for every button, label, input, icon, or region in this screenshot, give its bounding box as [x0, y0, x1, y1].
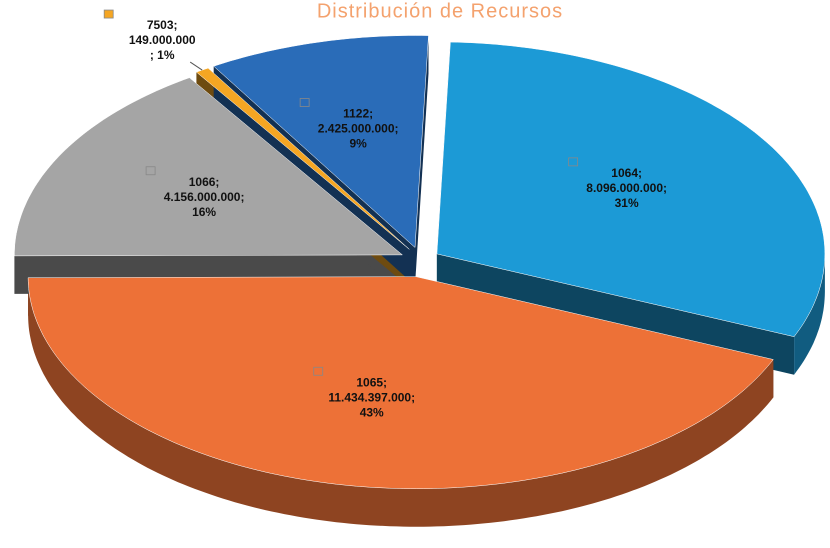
label-key	[103, 9, 114, 19]
data-label: 1065;	[356, 375, 387, 389]
data-label: 4.156.000.000;	[164, 190, 245, 204]
chart-title: Distribución de Recursos	[317, 0, 563, 22]
slice	[27, 276, 774, 489]
label-key	[299, 98, 310, 107]
data-label: 31%	[615, 196, 639, 210]
slice	[195, 67, 410, 250]
data-label: 43%	[360, 405, 384, 419]
label-key	[145, 166, 156, 176]
data-label: 16%	[192, 205, 216, 219]
label-key	[568, 157, 579, 167]
label-key	[313, 366, 324, 376]
slice-tops	[14, 35, 826, 489]
data-label: 1122;	[343, 107, 373, 121]
data-labels: 1064;8.096.000.000;31% 1065;11.434.397.00…	[103, 9, 667, 419]
data-label: ; 1%	[150, 48, 175, 62]
data-label: 7503;	[147, 18, 178, 32]
data-label: 149.000.000	[129, 33, 196, 47]
data-label: 1064;	[611, 166, 642, 180]
data-label: 11.434.397.000;	[328, 390, 415, 404]
slice	[14, 77, 404, 257]
data-label: 1066;	[189, 175, 220, 189]
leader-line	[189, 61, 203, 71]
slice	[213, 35, 429, 249]
slice	[436, 41, 826, 337]
data-label: 2.425.000.000;	[318, 122, 399, 136]
data-label: 8.096.000.000;	[586, 181, 667, 195]
data-label: 9%	[349, 137, 367, 151]
slice-cut-face	[415, 35, 429, 286]
slice-side	[28, 277, 774, 527]
slice-side	[794, 253, 825, 375]
